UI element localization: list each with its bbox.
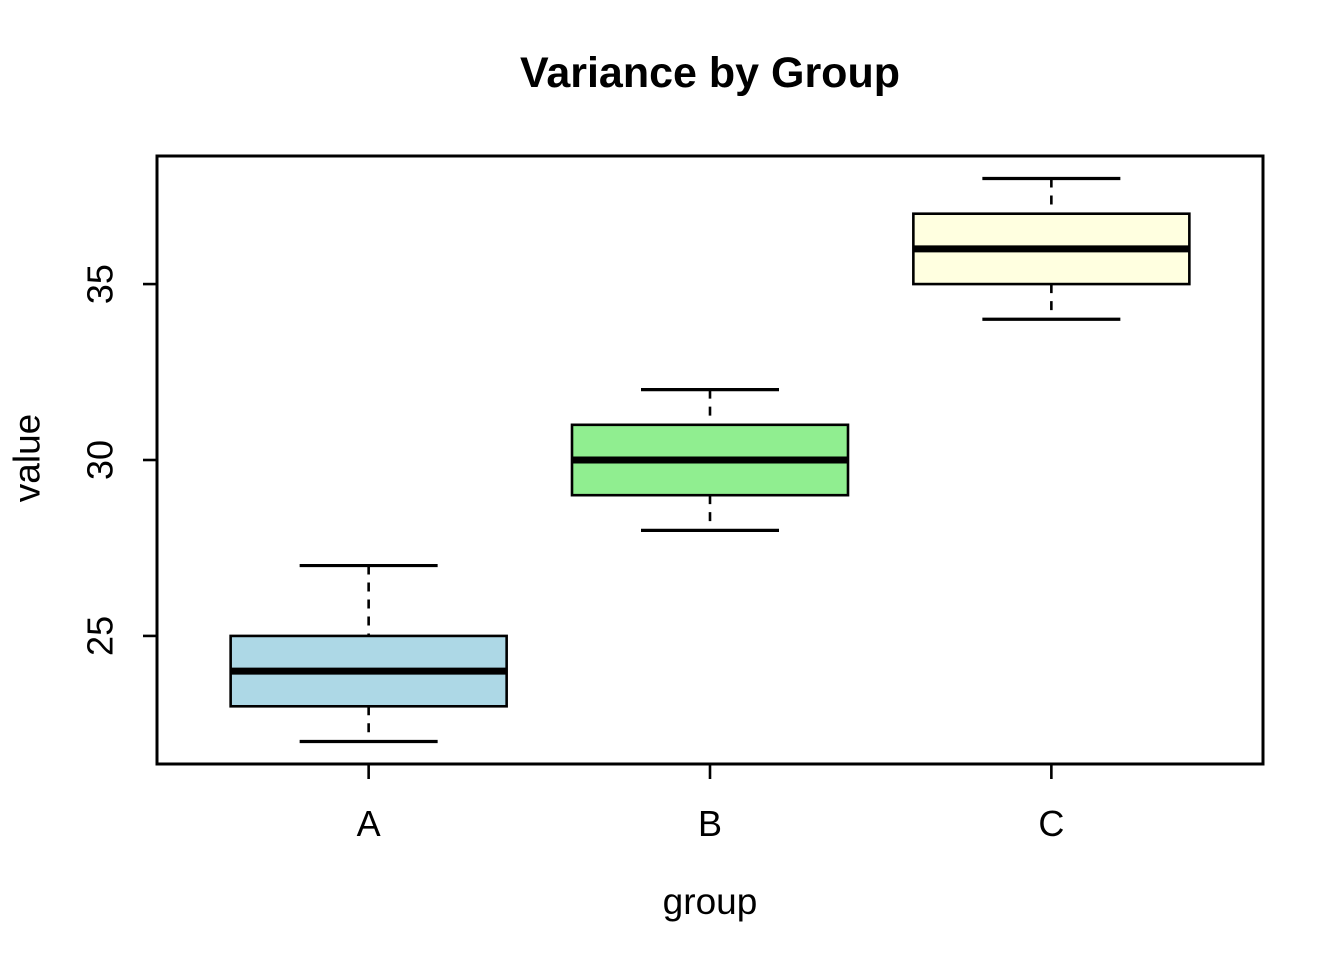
y-axis-tick-label-25: 25 <box>80 616 121 656</box>
y-axis-tick-label-35: 35 <box>80 264 121 304</box>
chart-title: Variance by Group <box>520 49 900 97</box>
x-axis-category-label-B: B <box>698 803 722 844</box>
y-axis-tick-label-30: 30 <box>80 440 121 480</box>
x-axis-category-label-A: A <box>357 803 381 844</box>
x-axis-category-label-C: C <box>1038 803 1064 844</box>
x-axis-title: group <box>662 881 758 922</box>
